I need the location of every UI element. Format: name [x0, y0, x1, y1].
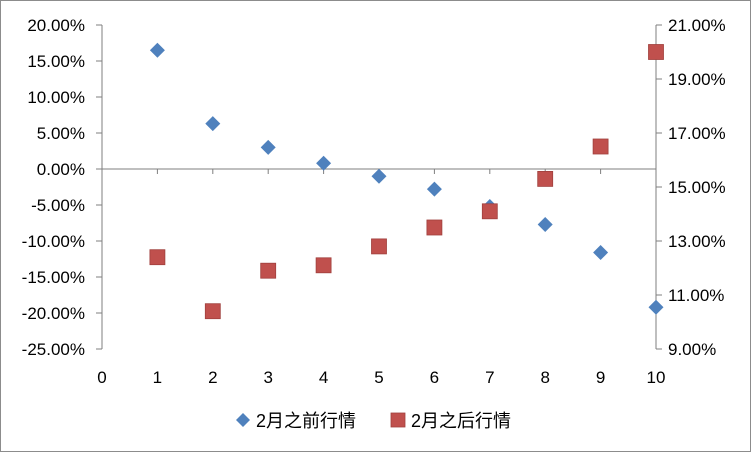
- square-marker: [648, 44, 664, 60]
- y-right-tick-label: 19.00%: [668, 70, 726, 89]
- y-right-tick-label: 11.00%: [668, 286, 724, 305]
- y-left-tick-label: 15.00%: [27, 52, 85, 71]
- y-left-tick-label: 20.00%: [27, 16, 85, 35]
- x-tick-label: 7: [485, 368, 494, 387]
- y-right-tick-label: 21.00%: [668, 16, 726, 35]
- diamond-marker: [593, 245, 609, 261]
- legend-label: 2月之后行情: [411, 411, 511, 431]
- y-left-tick-label: -20.00%: [22, 304, 85, 323]
- x-tick-label: 0: [97, 368, 106, 387]
- y-left-tick-label: -25.00%: [22, 340, 85, 359]
- square-marker: [315, 257, 332, 274]
- y-left-tick-label: 5.00%: [37, 124, 85, 143]
- diamond-marker: [426, 181, 442, 197]
- x-tick-label: 3: [263, 368, 272, 387]
- square-marker: [426, 219, 443, 236]
- legend-diamond-marker: [236, 413, 250, 427]
- diamond-marker: [648, 299, 664, 315]
- axes: [101, 25, 657, 349]
- square-marker: [260, 262, 277, 279]
- diamond-marker: [149, 42, 165, 58]
- y-right-tick-label: 17.00%: [668, 124, 726, 143]
- square-marker: [481, 203, 498, 220]
- x-tick-label: 10: [647, 368, 666, 387]
- square-marker: [537, 170, 554, 187]
- x-axis-ticks: 0 1 2 3 4 5 6 7 8 9 10: [97, 169, 665, 387]
- diamond-marker: [537, 216, 553, 232]
- y-left-tick-label: -10.00%: [22, 232, 85, 251]
- square-marker: [592, 138, 609, 155]
- square-marker: [204, 303, 221, 320]
- y-axis-left-ticks: 20.00% 15.00% 10.00% 5.00% 0.00% -5.00% -10.00…: [22, 16, 102, 359]
- x-tick-label: 5: [374, 368, 383, 387]
- y-right-tick-label: 9.00%: [668, 340, 716, 359]
- y-right-tick-label: 15.00%: [668, 178, 726, 197]
- y-left-tick-label: -5.00%: [31, 196, 85, 215]
- x-tick-label: 1: [153, 368, 162, 387]
- legend-square-marker: [390, 412, 406, 428]
- y-right-tick-label: 13.00%: [668, 232, 726, 251]
- y-left-tick-label: 0.00%: [37, 160, 85, 179]
- x-tick-label: 8: [540, 368, 549, 387]
- diamond-marker: [260, 139, 276, 155]
- x-tick-label: 6: [430, 368, 439, 387]
- y-left-tick-label: 10.00%: [27, 88, 85, 107]
- legend: 2月之前行情 2月之后行情: [236, 411, 511, 431]
- data-points: [149, 42, 664, 320]
- y-axis-right-ticks: 21.00% 19.00% 17.00% 15.00% 13.00% 11.00% 9.00…: [656, 16, 726, 359]
- square-marker: [149, 249, 166, 266]
- diamond-marker: [316, 155, 332, 171]
- y-left-tick-label: -15.00%: [22, 268, 85, 287]
- square-marker: [371, 238, 387, 255]
- diamond-marker: [205, 116, 221, 132]
- x-tick-label: 4: [319, 368, 328, 387]
- x-tick-label: 2: [208, 368, 217, 387]
- diamond-marker: [371, 168, 387, 184]
- x-tick-label: 9: [596, 368, 605, 387]
- legend-label: 2月之前行情: [256, 411, 356, 431]
